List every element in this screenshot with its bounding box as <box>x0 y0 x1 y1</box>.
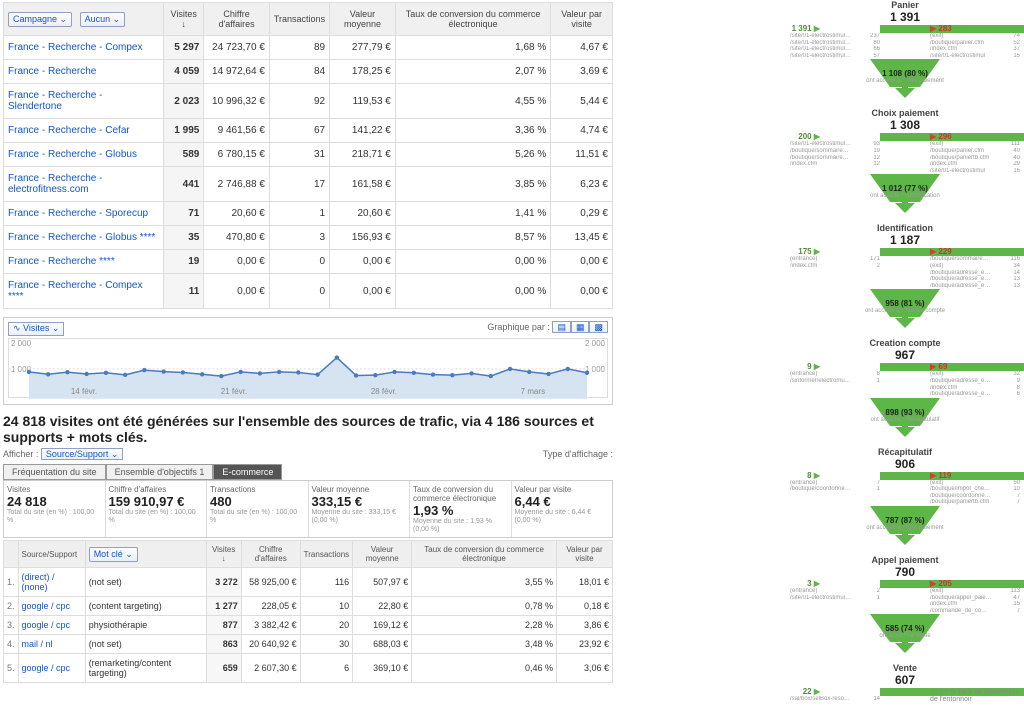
col-per2[interactable]: Valeur par visite <box>556 541 612 568</box>
col-visits2[interactable]: Visites <box>206 541 241 568</box>
tab-ecommerce[interactable]: E-commerce <box>213 464 282 480</box>
tab-goals[interactable]: Ensemble d'objectifs 1 <box>106 464 214 480</box>
kpi-cell: Taux de conversion du commerce électroni… <box>410 481 512 537</box>
table-row: France - Recherche - Compex 5 29724 723,… <box>4 36 613 60</box>
campaign-link[interactable]: France - Recherche - Compex **** <box>8 280 143 302</box>
col-rate2[interactable]: Taux de conversion du commerce électroni… <box>412 541 557 568</box>
campaign-link[interactable]: France - Recherche <box>8 66 96 77</box>
col-trans[interactable]: Transactions <box>269 3 329 36</box>
chart-metric-selector[interactable]: ∿ Visites ⌄ <box>8 322 64 336</box>
chart-day-button[interactable]: ▤ <box>552 321 571 333</box>
kpi-cell: Visites24 818Total du site (en %) : 100,… <box>4 481 106 537</box>
table-row: 2.google / cpc (content targeting)1 2772… <box>4 597 613 616</box>
table-row: France - Recherche **** 190,00 €00,00 €0… <box>4 250 613 274</box>
sources-table: Source/Support Mot clé ⌄ Visites Chiffre… <box>3 540 613 683</box>
visits-line-chart: 2 000 1 000 2 000 1 000 14 févr. 21 févr… <box>8 338 608 398</box>
source-link[interactable]: google / cpc <box>22 601 71 611</box>
kpi-cell: Transactions480Total du site (en %) : 10… <box>207 481 309 537</box>
col-avg[interactable]: Valeur moyenne <box>330 3 396 36</box>
visits-chart-container: ∿ Visites ⌄ Graphique par : ▤▦▩ 2 000 1 … <box>3 317 613 405</box>
headline-text: 24 818 visites ont été générées sur l'en… <box>3 413 613 445</box>
chart-month-button[interactable]: ▩ <box>589 321 608 333</box>
source-link[interactable]: (direct) / (none) <box>22 572 55 592</box>
table-row: 4.mail / nl (not set)86320 640,92 €30688… <box>4 635 613 654</box>
col-rate[interactable]: Taux de conversion du commerce électroni… <box>395 3 550 36</box>
table-row: France - Recherche - Globus **** 35470,8… <box>4 226 613 250</box>
kpi-cell: Chiffre d'affaires159 910,97 €Total du s… <box>106 481 208 537</box>
report-tabs: Fréquentation du site Ensemble d'objecti… <box>3 464 613 480</box>
funnel-final-step: Vente 607 22/sal/box/selBox-resource14 3… <box>790 663 1020 703</box>
table-row: France - Recherche - Compex **** 110,00 … <box>4 274 613 309</box>
funnel-step: Identification 1 187 175(entrance)171/in… <box>790 223 1020 328</box>
funnel-step: Appel paiement 790 3(entrance)2/site/01-… <box>790 555 1020 653</box>
col-visits[interactable]: Visites <box>164 3 204 36</box>
campaign-dropdown[interactable]: Campagne ⌄ <box>8 12 72 27</box>
col-avg2[interactable]: Valeur moyenne <box>353 541 412 568</box>
table-row: France - Recherche 4 05914 972,64 €84178… <box>4 60 613 84</box>
col-source[interactable]: Source/Support <box>18 541 85 568</box>
table-row: France - Recherche - electrofitness.com … <box>4 167 613 202</box>
campaign-link[interactable]: France - Recherche - Cefar <box>8 125 130 136</box>
campaign-link[interactable]: France - Recherche - Globus <box>8 149 137 160</box>
campaign-link[interactable]: France - Recherche - Compex <box>8 42 143 53</box>
funnel-step: Récapitulatif 906 8(entrance)7/boutique/… <box>790 447 1020 545</box>
table-row: 5.google / cpc (remarketing/content targ… <box>4 654 613 683</box>
funnel-step: Panier 1 391 1 391/site/01-electrostimul… <box>790 0 1020 98</box>
campaign-link[interactable]: France - Recherche - Slendertone <box>8 90 102 112</box>
chart-week-button[interactable]: ▦ <box>571 321 590 333</box>
campaign-link[interactable]: France - Recherche **** <box>8 256 115 267</box>
kpi-row: Visites24 818Total du site (en %) : 100,… <box>3 480 613 538</box>
campaign-link[interactable]: France - Recherche - Globus **** <box>8 232 155 243</box>
funnel-visualization: Panier 1 391 1 391/site/01-electrostimul… <box>790 0 1020 713</box>
table-row: France - Recherche - Slendertone 2 02310… <box>4 84 613 119</box>
table-row: France - Recherche - Cefar 1 9959 461,56… <box>4 119 613 143</box>
col-per[interactable]: Valeur par visite <box>551 3 613 36</box>
table-row: 1.(direct) / (none) (not set)3 27258 925… <box>4 568 613 597</box>
table-row: 3.google / cpc physiothérapie8773 382,42… <box>4 616 613 635</box>
keyword-dropdown[interactable]: Mot clé ⌄ <box>89 547 138 562</box>
col-revenue[interactable]: Chiffre d'affaires <box>204 3 270 36</box>
none-dropdown[interactable]: Aucun ⌄ <box>80 12 126 27</box>
campaign-link[interactable]: France - Recherche - electrofitness.com <box>8 173 102 195</box>
col-trans2[interactable]: Transactions <box>300 541 353 568</box>
campaign-link[interactable]: France - Recherche - Sporecup <box>8 208 148 219</box>
table-row: France - Recherche - Sporecup 7120,60 €1… <box>4 202 613 226</box>
kpi-cell: Valeur par visite6,44 €Moyenne du site :… <box>512 481 613 537</box>
col-revenue2[interactable]: Chiffre d'affaires <box>241 541 300 568</box>
view-type-label: Type d'affichage : <box>543 449 613 459</box>
display-selector[interactable]: Source/Support ⌄ <box>41 448 124 460</box>
funnel-step: Choix paiement 1 308 200/site/01-electro… <box>790 108 1020 213</box>
source-link[interactable]: mail / nl <box>22 639 53 649</box>
campaigns-table: Campagne ⌄ Aucun ⌄ Visites Chiffre d'aff… <box>3 2 613 309</box>
source-link[interactable]: google / cpc <box>22 620 71 630</box>
funnel-step: Creation compte 967 9(entrance)8/sinform… <box>790 338 1020 436</box>
tab-site-usage[interactable]: Fréquentation du site <box>3 464 106 480</box>
kpi-cell: Valeur moyenne333,15 €Moyenne du site : … <box>309 481 411 537</box>
table-row: France - Recherche - Globus 5896 780,15 … <box>4 143 613 167</box>
source-link[interactable]: google / cpc <box>22 663 71 673</box>
